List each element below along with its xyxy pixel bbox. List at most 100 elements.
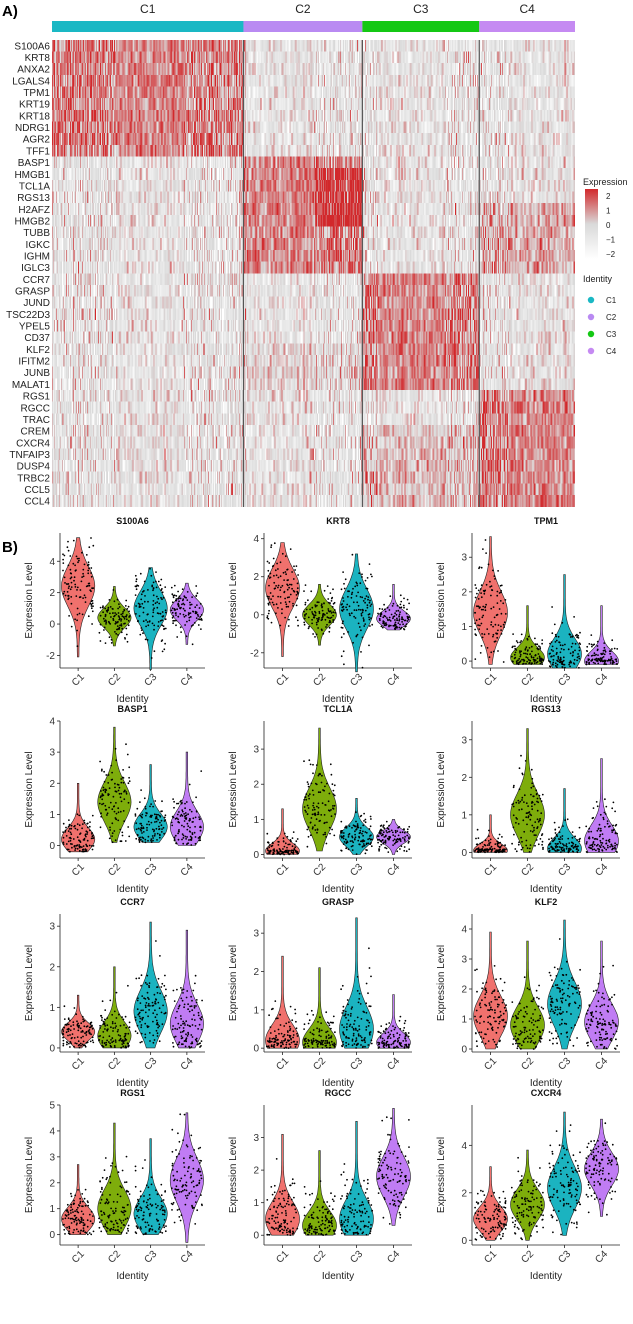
legend-expression-title: Expression bbox=[583, 177, 628, 187]
violin-title: KLF2 bbox=[535, 897, 558, 907]
gene-label: IGKC bbox=[26, 240, 50, 251]
x-tick-label: C2 bbox=[519, 1056, 536, 1073]
x-tick-label: C1 bbox=[70, 1056, 87, 1073]
cluster-bar-C1 bbox=[52, 21, 244, 32]
legend-identity-label-C3: C3 bbox=[606, 330, 617, 339]
violin-C2 bbox=[97, 1122, 132, 1235]
x-tick-label: C3 bbox=[142, 1056, 159, 1073]
violin-points-C2 bbox=[510, 1156, 544, 1241]
y-tick-label: 2 bbox=[253, 1166, 259, 1177]
gene-label: TRAC bbox=[23, 415, 50, 426]
gene-label: YPEL5 bbox=[19, 322, 51, 333]
violin-title: RGS1 bbox=[120, 1088, 145, 1098]
y-tick-label: -2 bbox=[250, 648, 259, 659]
y-tick-label: 1 bbox=[49, 1204, 55, 1215]
y-tick-label: 0 bbox=[253, 850, 259, 861]
cluster-bar-C3 bbox=[362, 21, 480, 32]
violin-points-C1 bbox=[266, 542, 299, 627]
x-tick-label: C3 bbox=[556, 1056, 573, 1073]
violin-C3 bbox=[339, 553, 374, 673]
y-tick-label: 1 bbox=[461, 1015, 467, 1026]
legend-identity-label-C1: C1 bbox=[606, 296, 617, 305]
x-tick-label: C1 bbox=[482, 1056, 499, 1073]
violin-C2 bbox=[302, 584, 337, 646]
violin-C1 bbox=[61, 783, 96, 853]
violin-points-C2 bbox=[302, 1009, 336, 1049]
legend-expression-tick: 0 bbox=[606, 221, 611, 230]
y-tick-label: 0 bbox=[461, 1236, 467, 1247]
x-tick-label: C1 bbox=[70, 862, 87, 879]
x-tick-label: C2 bbox=[311, 1249, 328, 1266]
x-tick-label: C3 bbox=[556, 672, 573, 689]
violin-panel-BASP1: BASP1 0 1 2 3 4 Expression Level Identity C1 C2 C3… bbox=[24, 704, 205, 895]
violin-panel-TCL1A: TCL1A 0 1 2 3 Expression Level Identity C1 C2 C3 C… bbox=[228, 704, 412, 895]
cluster-label-C3: C3 bbox=[413, 2, 429, 16]
x-axis-label: Identity bbox=[530, 694, 562, 705]
gene-label: IGHM bbox=[24, 251, 50, 262]
y-tick-label: 0 bbox=[49, 841, 55, 852]
y-axis-label: Expression Level bbox=[228, 945, 239, 1021]
violin-points-C2 bbox=[510, 633, 545, 666]
x-axis-label: Identity bbox=[530, 1078, 562, 1089]
x-tick-label: C4 bbox=[385, 862, 402, 879]
violin-points-C2 bbox=[303, 1180, 336, 1237]
gene-label: LGALS4 bbox=[12, 76, 50, 87]
y-axis-label: Expression Level bbox=[228, 1137, 239, 1213]
violin-panel-TPM1: TPM1 0 1 2 3 Expression Level Identity C1 C2 C3 C4 bbox=[436, 516, 620, 705]
violin-panel-RGCC: RGCC 0 1 2 3 Expression Level Identity C1 C2 C3 C4 bbox=[228, 1088, 412, 1282]
violin-points-C3 bbox=[548, 1124, 582, 1236]
violin-C3 bbox=[547, 574, 582, 669]
y-axis-label: Expression Level bbox=[436, 945, 447, 1021]
violin-C3 bbox=[547, 1111, 582, 1236]
violin-C3 bbox=[547, 919, 582, 1050]
y-tick-label: 2 bbox=[253, 572, 259, 583]
violin-points-C3 bbox=[340, 947, 373, 1049]
x-axis-label: Identity bbox=[116, 1078, 148, 1089]
y-tick-label: 3 bbox=[461, 553, 467, 564]
gene-label: CCL4 bbox=[24, 497, 50, 508]
violin-points-C4 bbox=[376, 820, 411, 853]
violin-points-C4 bbox=[585, 798, 618, 854]
violin-C3 bbox=[339, 1121, 374, 1236]
violin-points-C4 bbox=[585, 634, 619, 666]
gene-label: TFF1 bbox=[26, 146, 50, 157]
violin-points-C1 bbox=[474, 828, 507, 854]
violin-points-C3 bbox=[547, 606, 582, 669]
x-axis-label: Identity bbox=[322, 1078, 354, 1089]
violin-title: BASP1 bbox=[117, 704, 147, 714]
gene-label: JUNB bbox=[24, 368, 50, 379]
gene-label: CREM bbox=[21, 427, 50, 438]
violin-C4 bbox=[376, 584, 411, 631]
violin-points-C2 bbox=[98, 743, 131, 844]
heatmap-cells bbox=[52, 40, 575, 507]
violin-title: GRASP bbox=[322, 897, 354, 907]
y-axis-label: Expression Level bbox=[436, 1137, 447, 1213]
violin-C1 bbox=[265, 955, 300, 1049]
gene-label: HMGB2 bbox=[14, 216, 50, 227]
violin-points-C1 bbox=[474, 1189, 508, 1241]
x-tick-label: C3 bbox=[556, 862, 573, 879]
y-tick-label: 3 bbox=[253, 1133, 259, 1144]
x-tick-label: C4 bbox=[593, 672, 610, 689]
violin-points-C1 bbox=[265, 1000, 299, 1049]
gene-label: RGS13 bbox=[17, 193, 50, 204]
violin-C1 bbox=[473, 536, 508, 665]
violin-C1 bbox=[61, 537, 96, 658]
x-tick-label: C1 bbox=[482, 1249, 499, 1266]
x-tick-label: C2 bbox=[106, 1056, 123, 1073]
violin-C4 bbox=[169, 751, 204, 846]
gene-label: CD37 bbox=[24, 333, 50, 344]
x-tick-label: C2 bbox=[519, 862, 536, 879]
x-tick-label: C4 bbox=[179, 862, 196, 879]
y-tick-label: 2 bbox=[49, 1178, 55, 1189]
x-tick-label: C2 bbox=[311, 862, 328, 879]
x-axis-label: Identity bbox=[322, 1271, 354, 1282]
violin-points-C2 bbox=[511, 976, 545, 1050]
x-axis-label: Identity bbox=[116, 1271, 148, 1282]
violin-points-C1 bbox=[474, 539, 507, 663]
violin-points-C2 bbox=[303, 584, 337, 638]
cluster-label-C1: C1 bbox=[140, 2, 156, 16]
y-axis-label: Expression Level bbox=[436, 751, 447, 827]
y-tick-label: 0 bbox=[461, 1045, 467, 1056]
